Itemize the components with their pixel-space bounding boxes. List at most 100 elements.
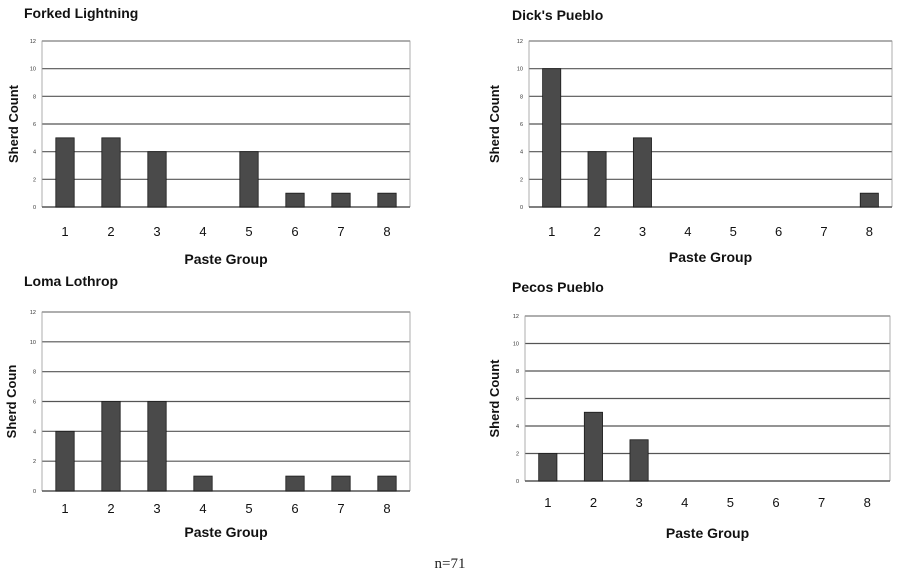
y-tick-label: 0 — [520, 205, 523, 211]
x-tick-label: 4 — [199, 224, 206, 239]
bar — [859, 192, 879, 208]
y-axis-title: Sherd Count — [487, 359, 502, 438]
bar — [285, 192, 305, 208]
x-tick-label: 4 — [199, 501, 206, 516]
x-tick-label: 1 — [548, 224, 555, 239]
bar — [147, 401, 167, 492]
plot-frame — [528, 40, 893, 207]
bar — [239, 151, 259, 208]
x-tick-label: 7 — [818, 495, 825, 510]
y-tick-label: 0 — [33, 489, 36, 495]
x-tick-label: 4 — [684, 224, 691, 239]
y-tick-label: 6 — [33, 122, 36, 128]
y-tick-label: 0 — [516, 479, 519, 485]
y-tick-label: 6 — [516, 397, 519, 403]
plot-frame — [41, 40, 411, 207]
chart-title: Forked Lightning — [24, 5, 138, 21]
bar — [629, 439, 649, 482]
bar — [285, 475, 305, 492]
y-tick-label: 4 — [520, 150, 523, 156]
y-tick-label: 8 — [33, 94, 36, 100]
x-tick-label: 5 — [727, 495, 734, 510]
bar — [101, 137, 121, 208]
bar — [331, 192, 351, 208]
bar — [193, 475, 213, 492]
plot-frame — [41, 311, 411, 491]
x-tick-label: 2 — [593, 224, 600, 239]
x-tick-label: 2 — [590, 495, 597, 510]
x-tick-label: 8 — [383, 224, 390, 239]
x-tick-label: 2 — [107, 224, 114, 239]
bar — [587, 151, 607, 208]
x-tick-label: 8 — [383, 501, 390, 516]
x-axis-title: Paste Group — [184, 524, 267, 540]
y-tick-label: 8 — [520, 94, 523, 100]
x-tick-label: 1 — [61, 501, 68, 516]
y-tick-label: 6 — [520, 122, 523, 128]
chart-title: Dick's Pueblo — [512, 7, 603, 23]
y-tick-label: 8 — [516, 369, 519, 375]
x-axis-title: Paste Group — [666, 525, 749, 541]
y-axis-title: Sherd Count — [487, 84, 502, 163]
x-tick-label: 3 — [153, 501, 160, 516]
y-tick-label: 10 — [517, 67, 523, 73]
x-tick-label: 8 — [864, 495, 871, 510]
y-tick-label: 2 — [33, 177, 36, 183]
bar — [377, 192, 397, 208]
x-tick-label: 4 — [681, 495, 688, 510]
x-tick-label: 6 — [772, 495, 779, 510]
y-tick-label: 10 — [30, 340, 36, 346]
x-tick-label: 3 — [153, 224, 160, 239]
bar — [377, 475, 397, 492]
y-tick-label: 12 — [513, 314, 519, 320]
y-tick-label: 10 — [513, 342, 519, 348]
y-tick-label: 0 — [33, 205, 36, 211]
y-tick-label: 12 — [30, 310, 36, 316]
bar — [331, 475, 351, 492]
bar — [55, 137, 75, 208]
x-tick-label: 7 — [820, 224, 827, 239]
bar — [538, 453, 558, 482]
y-tick-label: 12 — [517, 39, 523, 45]
x-tick-label: 6 — [291, 501, 298, 516]
x-tick-label: 6 — [291, 224, 298, 239]
plot-frame — [524, 315, 891, 481]
bar — [147, 151, 167, 208]
x-axis-title: Paste Group — [669, 249, 752, 265]
y-tick-label: 8 — [33, 370, 36, 376]
x-tick-label: 1 — [61, 224, 68, 239]
y-tick-label: 4 — [516, 424, 519, 430]
x-tick-label: 3 — [639, 224, 646, 239]
x-tick-label: 7 — [337, 224, 344, 239]
x-axis-title: Paste Group — [184, 251, 267, 267]
x-tick-label: 5 — [245, 501, 252, 516]
x-tick-label: 3 — [635, 495, 642, 510]
y-tick-label: 10 — [30, 67, 36, 73]
y-tick-label: 2 — [516, 452, 519, 458]
bar — [583, 411, 603, 482]
y-axis-title: Sherd Coun — [4, 365, 19, 439]
bar — [542, 68, 562, 208]
chart-title: Pecos Pueblo — [512, 279, 604, 295]
bar — [632, 137, 652, 208]
y-tick-label: 2 — [33, 459, 36, 465]
x-tick-label: 2 — [107, 501, 114, 516]
y-tick-label: 2 — [520, 177, 523, 183]
bar — [55, 430, 75, 492]
x-tick-label: 5 — [730, 224, 737, 239]
x-tick-label: 5 — [245, 224, 252, 239]
x-tick-label: 7 — [337, 501, 344, 516]
x-tick-label: 8 — [866, 224, 873, 239]
y-axis-title: Sherd Count — [6, 84, 21, 163]
x-tick-label: 1 — [544, 495, 551, 510]
y-tick-label: 4 — [33, 429, 36, 435]
chart-title: Loma Lothrop — [24, 273, 118, 289]
sample-size-note: n=71 — [434, 556, 466, 572]
bar — [101, 401, 121, 492]
y-tick-label: 4 — [33, 150, 36, 156]
x-tick-label: 6 — [775, 224, 782, 239]
